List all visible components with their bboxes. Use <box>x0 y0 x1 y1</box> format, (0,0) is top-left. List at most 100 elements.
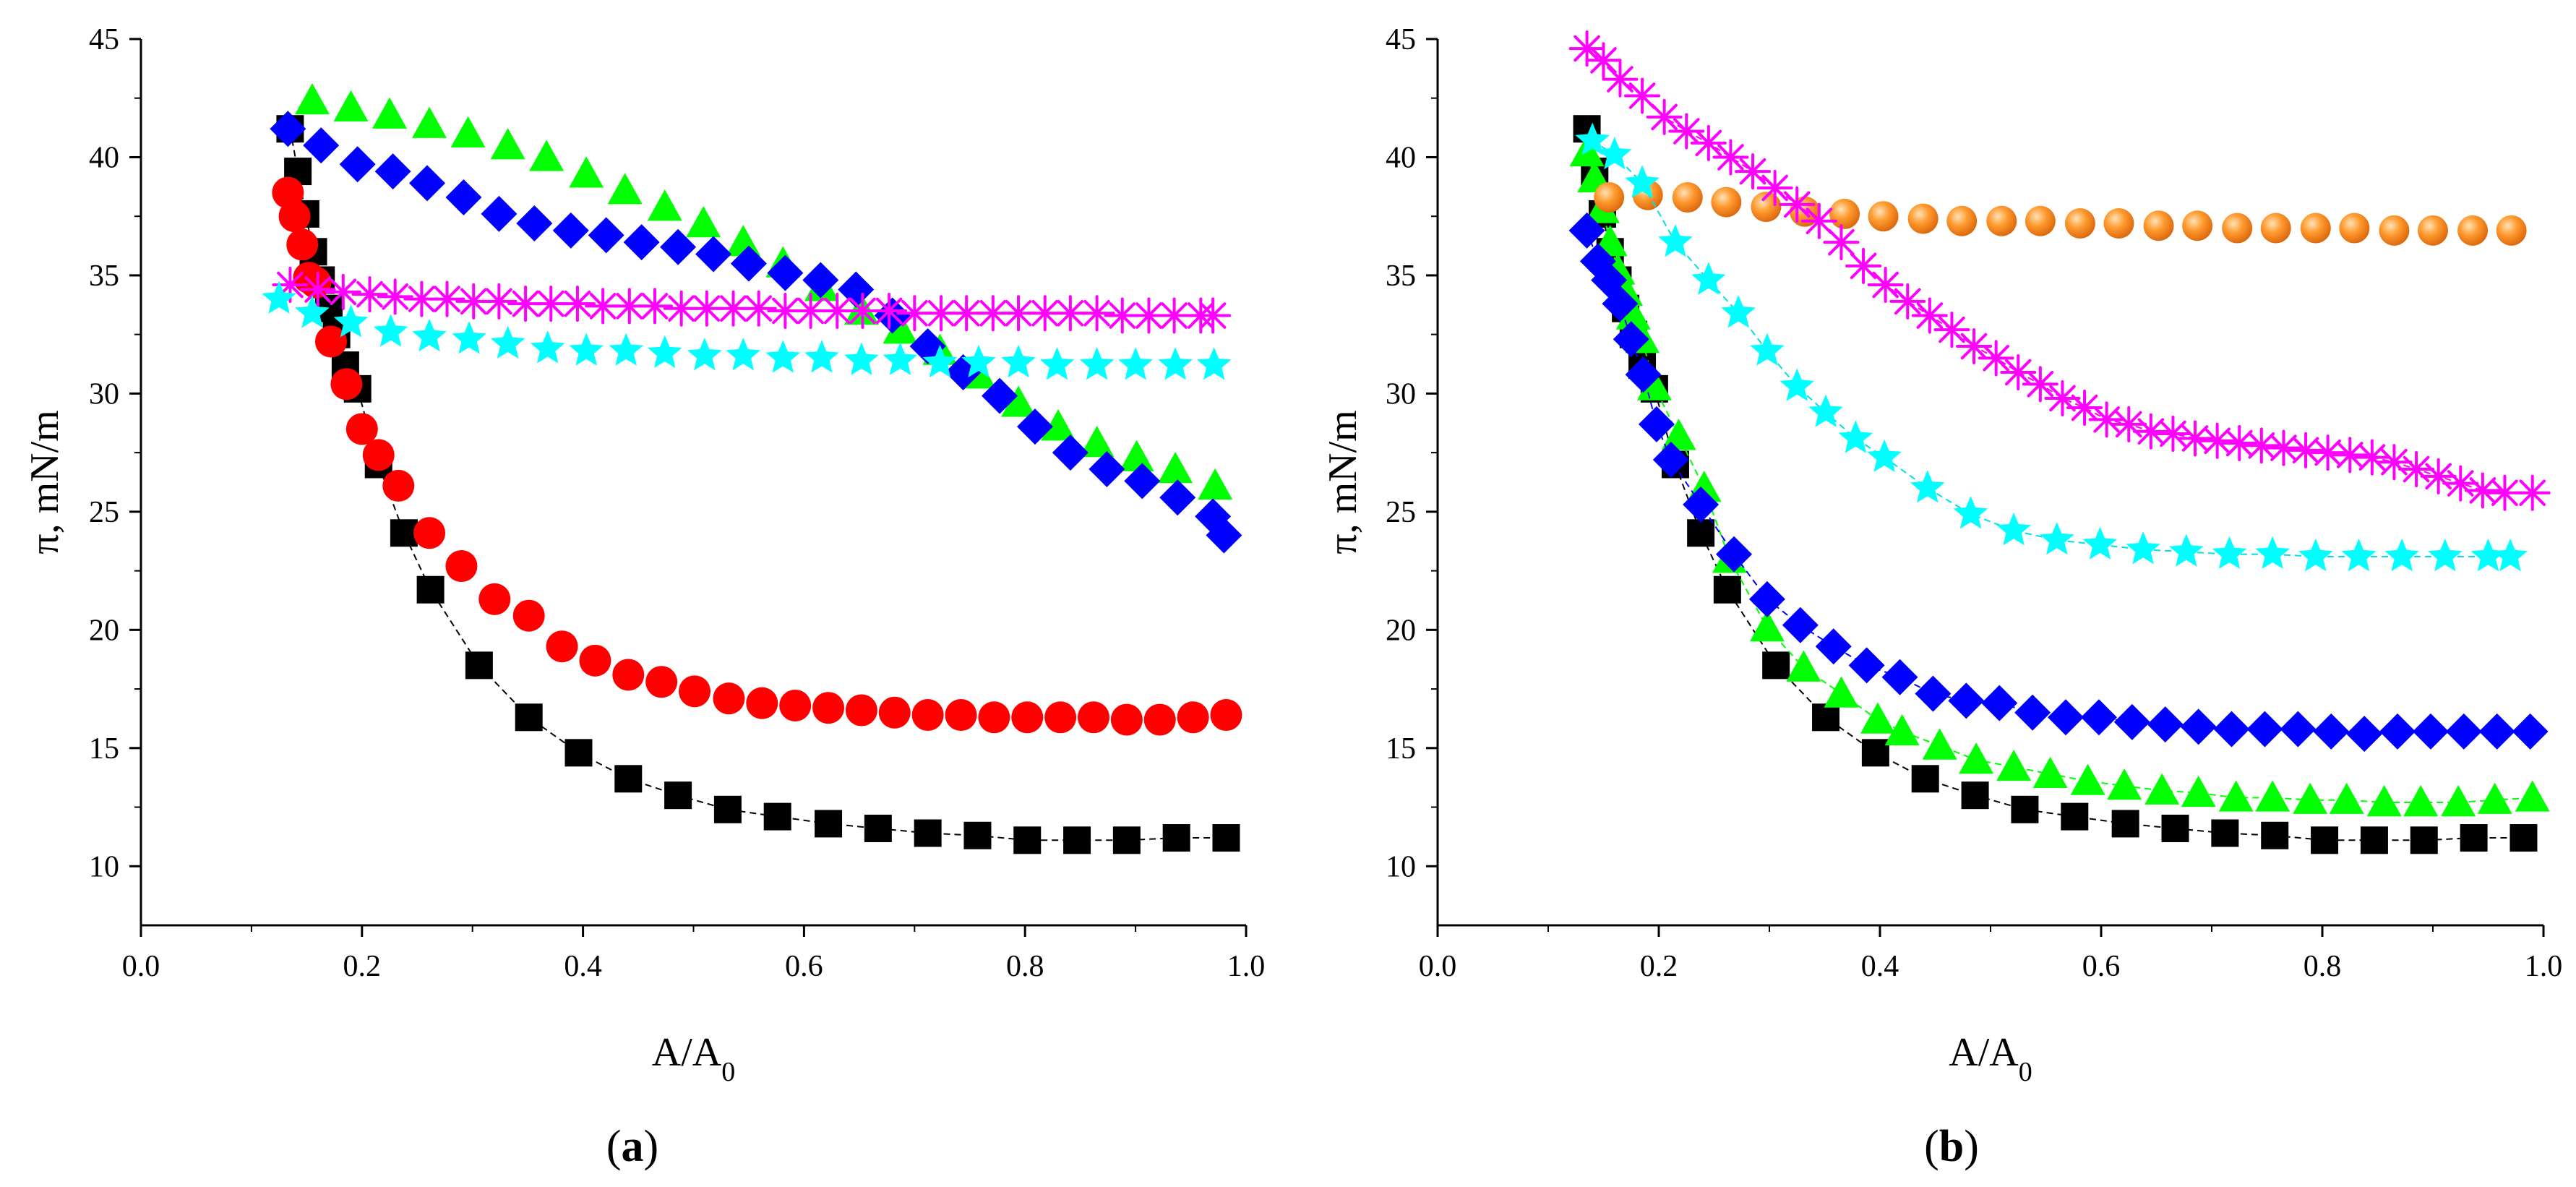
green-triangle-point <box>2181 775 2216 807</box>
red-circle-point <box>1210 699 1242 732</box>
magenta-asterisk-point <box>2177 420 2214 457</box>
blue-diamond-point <box>374 153 411 190</box>
green-triangle-point <box>1749 610 1785 642</box>
blue-diamond-point <box>1815 628 1852 665</box>
cyan-star-point <box>1658 224 1693 257</box>
blue-diamond-point <box>2512 713 2549 750</box>
red-circle-point <box>911 699 944 732</box>
magenta-asterisk-point <box>636 288 673 325</box>
blue-diamond-point <box>2379 713 2416 750</box>
cyan-star-point <box>1808 394 1843 427</box>
cyan-star-point <box>373 314 408 347</box>
cyan-star-point <box>883 342 918 375</box>
blue-diamond-point <box>1602 286 1639 322</box>
orange-sphere-point <box>1711 187 1742 218</box>
magenta-asterisk-point <box>2022 366 2058 403</box>
cyan-star-point <box>1838 420 1873 453</box>
series-line <box>289 129 1227 841</box>
series-blue-diamonds <box>1568 212 2549 753</box>
x-tick-label: 0.0 <box>1419 950 1457 983</box>
chart-panel-a: 0.0 0.2 0.4 0.6 0.8 1.0 10 15 20 25 30 35 40 45 π, mN/… <box>22 23 1265 1171</box>
green-triangle-point <box>2107 768 2142 800</box>
black-square-point <box>1112 826 1141 854</box>
red-circle-point <box>978 701 1010 734</box>
blue-diamond-point <box>1052 434 1089 471</box>
cyan-star-point <box>452 321 486 354</box>
cyan-star-point <box>1721 295 1756 328</box>
cyan-star-point <box>2470 539 2506 572</box>
magenta-asterisk-point <box>2514 474 2551 511</box>
orange-sphere-point <box>2260 213 2291 244</box>
cyan-star-point <box>1158 347 1193 380</box>
red-circle-point <box>330 368 363 400</box>
x-tick-label: 0.8 <box>2304 950 2342 983</box>
green-triangle-point <box>2329 782 2364 814</box>
panel-label: (b) <box>1924 1122 1979 1171</box>
blue-diamond-point <box>1016 408 1053 445</box>
blue-diamond-point <box>982 377 1018 414</box>
cyan-star-point <box>2040 522 2074 555</box>
red-circle-point <box>645 666 678 698</box>
blue-diamond-point <box>1981 685 2018 721</box>
blue-diamond-point <box>2113 703 2150 740</box>
magenta-asterisk-point <box>740 290 777 327</box>
red-circle-point <box>1011 701 1044 734</box>
green-triangle-point <box>450 116 486 147</box>
magenta-asterisk-point <box>507 286 544 322</box>
series-magenta-asterisks <box>1568 30 2551 511</box>
cyan-star-point <box>490 325 525 359</box>
blue-diamond-point <box>339 146 376 183</box>
green-triangle-point <box>1119 440 1154 471</box>
magenta-asterisk-point <box>974 295 1011 332</box>
black-square-point <box>2161 814 2189 842</box>
series-cyan-stars <box>1575 122 2528 572</box>
green-triangle-point <box>2403 784 2439 817</box>
cyan-star-point <box>1597 137 1632 170</box>
x-tick-label: 0.8 <box>1006 950 1044 983</box>
green-triangle-point <box>607 173 643 205</box>
red-circle-point <box>1143 703 1176 736</box>
orange-sphere-point <box>2379 215 2410 246</box>
cyan-star-point <box>687 338 722 371</box>
y-axis-title: π, mN/m <box>22 410 67 554</box>
y-tick-label: 15 <box>89 732 119 766</box>
x-tick-label: 0.4 <box>1861 950 1899 983</box>
magenta-asterisk-point <box>2376 444 2413 481</box>
cyan-star-point <box>2384 539 2419 572</box>
blue-diamond-point <box>2346 716 2383 753</box>
blue-diamond-point <box>1948 682 1985 719</box>
orange-sphere-point <box>2182 210 2213 241</box>
orange-sphere-point <box>1829 198 1860 229</box>
orange-sphere-point <box>1986 205 2017 236</box>
magenta-asterisk-point <box>2398 451 2435 488</box>
green-triangle-point <box>1001 385 1036 417</box>
red-circle-point <box>345 413 378 445</box>
cyan-star-point <box>1575 122 1610 155</box>
red-circle-point <box>413 517 446 549</box>
blue-diamond-point <box>1881 659 1918 695</box>
cyan-star-point <box>961 344 996 378</box>
red-circle-point <box>1110 703 1143 736</box>
cyan-star-point <box>804 340 839 373</box>
green-triangle-point <box>686 206 721 238</box>
black-square-point <box>1861 739 1889 767</box>
black-square-point <box>614 765 643 793</box>
black-square-point <box>664 781 692 810</box>
series-blue-diamonds <box>270 111 1242 554</box>
red-circle-point <box>1044 701 1077 734</box>
orange-sphere-point <box>2025 205 2056 236</box>
y-tick-label: 30 <box>89 377 119 411</box>
cyan-star-point <box>844 342 879 375</box>
cyan-star-point <box>1196 347 1232 380</box>
y-tick-label: 20 <box>1386 614 1416 647</box>
red-circle-point <box>512 599 545 632</box>
blue-diamond-point <box>2313 713 2350 750</box>
red-circle-point <box>679 675 711 708</box>
blue-diamond-point <box>588 217 624 254</box>
green-triangle-point <box>1198 468 1233 500</box>
blue-diamond-point <box>516 205 553 242</box>
blue-diamond-point <box>623 224 660 261</box>
red-circle-point <box>445 550 478 583</box>
black-square-point <box>815 810 843 838</box>
black-square-point <box>390 519 418 547</box>
